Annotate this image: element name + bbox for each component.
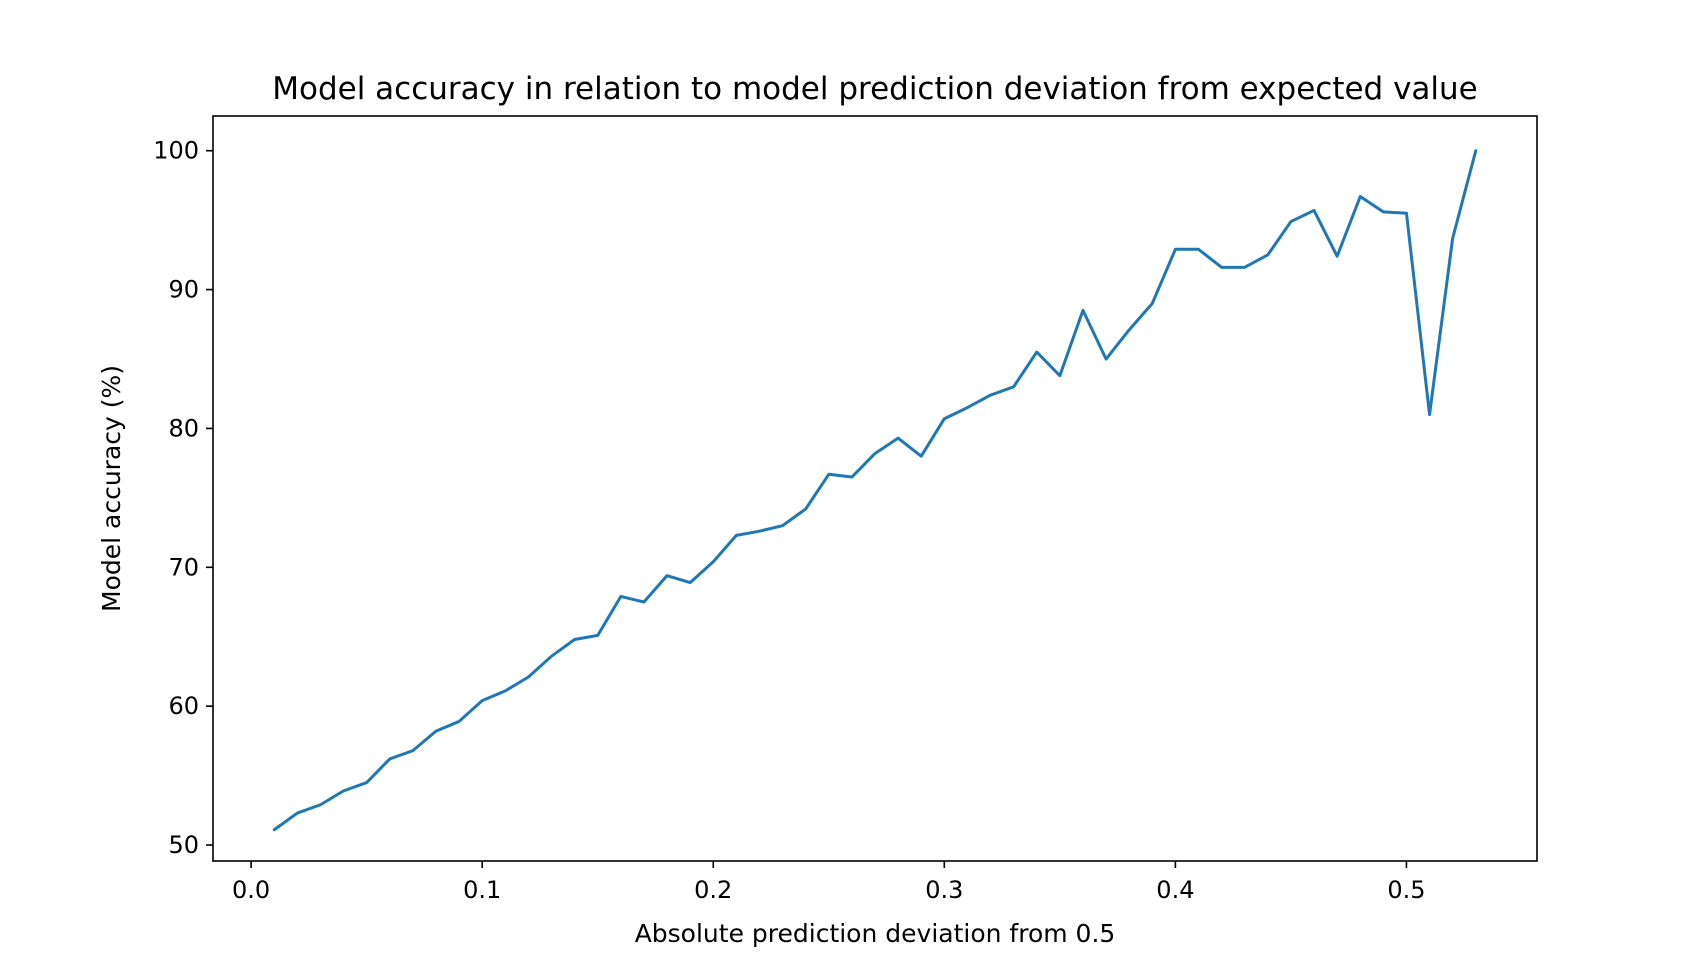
y-tick-label: 60 [168, 692, 199, 720]
y-tick-label: 100 [153, 137, 199, 165]
y-tick-label: 70 [168, 553, 199, 581]
y-tick-label: 50 [168, 831, 199, 859]
y-tick-label: 90 [168, 276, 199, 304]
x-tick-label: 0.1 [463, 876, 501, 904]
x-tick-label: 0.2 [694, 876, 732, 904]
y-axis-label: Model accuracy (%) [97, 365, 126, 612]
x-tick-label: 0.0 [232, 876, 270, 904]
x-tick-label: 0.5 [1387, 876, 1425, 904]
y-tick-label: 80 [168, 414, 199, 442]
plot-frame [212, 115, 1538, 862]
tick-layer: 0.0 0.1 0.2 0.3 0.4 0.5 50 60 70 80 90 100 [153, 137, 1425, 904]
x-tick-label: 0.3 [925, 876, 963, 904]
chart-title: Model accuracy in relation to model pred… [272, 71, 1478, 107]
series-line [272, 149, 1478, 832]
x-axis-label: Absolute prediction deviation from 0.5 [635, 919, 1116, 948]
x-tick-label: 0.4 [1156, 876, 1194, 904]
